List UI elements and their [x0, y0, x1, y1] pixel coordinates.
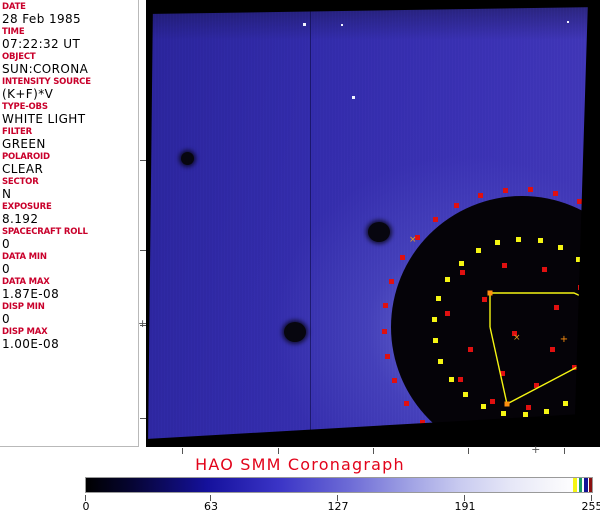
sky-image: ××××× +: [146, 0, 600, 447]
axis-tick-left: [140, 418, 146, 419]
metadata-label: FILTER: [2, 127, 138, 137]
metadata-value: 8.192: [2, 212, 138, 226]
metadata-value: 0: [2, 312, 138, 326]
polygon-vertex: [505, 402, 510, 407]
colorbar-gradient: [86, 478, 592, 492]
colorbar-tick-label: 63: [204, 500, 218, 513]
metadata-label: DISP MIN: [2, 302, 138, 312]
metadata-value: (K+F)*V: [2, 87, 138, 101]
metadata-label: DATE: [2, 2, 138, 12]
metadata-label: POLAROID: [2, 152, 138, 162]
colorbar-end-marker: [579, 478, 582, 492]
metadata-item: INTENSITY SOURCE(K+F)*V: [2, 77, 138, 101]
metadata-value: 0: [2, 262, 138, 276]
metadata-value: GREEN: [2, 137, 138, 151]
axis-crosshair-bottom: +: [531, 446, 540, 454]
metadata-value: 07:22:32 UT: [2, 37, 138, 51]
metadata-label: SPACECRAFT ROLL: [2, 227, 138, 237]
metadata-value: N: [2, 187, 138, 201]
axis-tick-bottom: [564, 448, 565, 454]
metadata-label: DISP MAX: [2, 327, 138, 337]
metadata-label: TYPE-OBS: [2, 102, 138, 112]
metadata-value: 1.87E-08: [2, 287, 138, 301]
page-title: HAO SMM Coronagraph: [0, 455, 600, 474]
metadata-label: DATA MIN: [2, 252, 138, 262]
colorbar-tick-label: 127: [327, 500, 348, 513]
axis-crosshair-left: +: [138, 320, 147, 328]
colorbar-tick-label: 191: [454, 500, 475, 513]
axis-tick-left: [140, 250, 146, 251]
metadata-label: SECTOR: [2, 177, 138, 187]
axis-tick-bottom: [182, 448, 183, 454]
colorbar-tick-label: 255: [582, 500, 600, 513]
metadata-value: SUN:CORONA: [2, 62, 138, 76]
metadata-value: CLEAR: [2, 162, 138, 176]
metadata-value: WHITE LIGHT: [2, 112, 138, 126]
axis-tick-bottom: [278, 448, 279, 454]
metadata-value: 0: [2, 237, 138, 251]
colorbar-end-marker: [573, 478, 577, 492]
colorbar[interactable]: [85, 477, 593, 493]
colorbar-end-marker: [589, 478, 592, 492]
metadata-label: TIME: [2, 27, 138, 37]
metadata-label: EXPOSURE: [2, 202, 138, 212]
metadata-value: 28 Feb 1985: [2, 12, 138, 26]
colorbar-tick-label: 0: [83, 500, 90, 513]
axis-tick-left: [140, 160, 146, 161]
polygon-centroid-marker: +: [560, 334, 568, 345]
colorbar-end-marker: [584, 478, 588, 492]
axis-tick-bottom: [373, 448, 374, 454]
metadata-label: OBJECT: [2, 52, 138, 62]
metadata-value: 1.00E-08: [2, 337, 138, 351]
coronagraph-image-panel[interactable]: ××××× +: [146, 0, 600, 447]
metadata-label: INTENSITY SOURCE: [2, 77, 138, 87]
polygon-vertex: [488, 291, 493, 296]
feature-outline-polygon: +: [146, 0, 600, 447]
axis-tick-bottom: [468, 448, 469, 454]
metadata-label: DATA MAX: [2, 277, 138, 287]
